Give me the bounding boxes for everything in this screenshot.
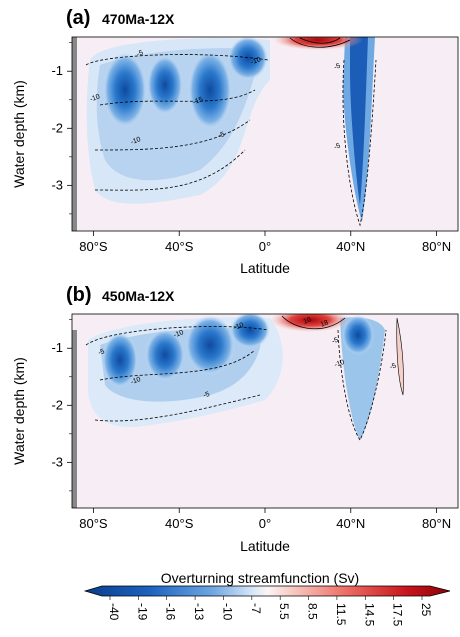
contour-label: -5 [331, 337, 339, 346]
panel-b: (b) 450Ma-12X -5-10-10-10-510 18-5-10 -5 8… [11, 284, 459, 554]
panel-a-ylabel: Water depth (km) [11, 80, 27, 188]
panel-a-label: (a) [66, 7, 90, 29]
colorbar-tick-label: -10 [220, 603, 234, 621]
panel-b-label: (b) [66, 284, 92, 306]
panel-a-positive-cell [273, 37, 363, 50]
x-tick-label: 40°N [336, 516, 365, 531]
x-tick-label: 0° [259, 516, 271, 531]
contour-label: -5 [136, 49, 144, 58]
x-tick-label: 40°S [165, 239, 194, 254]
x-tick-label: 80°N [422, 239, 451, 254]
colorbar-tick-label: 11.5 [334, 603, 348, 626]
colorbar: Overturning streamfunction (Sv) -40 -19 -1… [83, 570, 451, 627]
contour-label: -5 [389, 362, 397, 371]
panel-b-contours [85, 326, 269, 422]
x-tick-label: 40°S [165, 516, 194, 531]
panel-b-core-eq [230, 314, 270, 348]
colorbar-tick-label: -16 [164, 603, 178, 621]
panel-b-field: -5-10-10-10-510 18-5-10 -5 [85, 314, 404, 441]
contour-label: -5 [217, 131, 225, 140]
panel-b-land-mask [72, 330, 77, 508]
x-tick-label: 80°S [79, 516, 108, 531]
panel-b-core-mid [185, 315, 235, 375]
x-tick-label: 0° [259, 239, 271, 254]
contour-label: -10 [250, 56, 262, 66]
contour-label: -5 [333, 142, 341, 151]
colorbar-bar [83, 585, 451, 597]
y-tick-label: -2 [51, 120, 63, 135]
panel-b-positive-contour [281, 315, 346, 330]
y-tick-label: -3 [51, 177, 63, 192]
colorbar-tick-label: 17.5 [391, 603, 405, 627]
panel-a-core-mid [188, 50, 232, 130]
panel-a-north-core [350, 37, 368, 205]
panel-a: (a) 470Ma-12X -5 -10 -10 -5 -10 -15 -5 -5 80°S 4… [11, 7, 459, 276]
contour-label: -10 [130, 136, 142, 146]
panel-b-title: 450Ma-12X [102, 288, 175, 304]
colorbar-tick-label: -40 [107, 603, 121, 621]
y-tick-label: -1 [51, 340, 63, 355]
y-tick-label: -3 [51, 454, 63, 469]
contour-label: -10 [334, 359, 346, 369]
contour-label: 18 [320, 319, 330, 328]
panel-b-north-core [342, 315, 374, 355]
contour-label: -15 [192, 96, 204, 106]
panel-a-core-south [103, 52, 147, 128]
panel-a-core-sub [147, 55, 183, 115]
colorbar-tick-label: -7 [249, 603, 263, 614]
colorbar-tick-label: 25 [419, 603, 433, 617]
colorbar-tick-label: -13 [192, 603, 206, 621]
panel-a-land-mask [72, 37, 77, 231]
panel-b-core-sub [145, 329, 185, 381]
contour-label: -10 [233, 322, 245, 332]
x-tick-label: 80°S [79, 239, 108, 254]
contour-label: -10 [173, 329, 185, 339]
panel-a-core-eq [228, 37, 268, 80]
panel-a-contours [85, 54, 269, 191]
panel-a-north-contour [342, 59, 377, 227]
panel-b-core-south [102, 332, 138, 388]
contour-label: -10 [89, 93, 101, 103]
contour-label: -10 [130, 376, 142, 386]
panel-a-positive-contour [289, 37, 351, 48]
panel-b-polar-cell [396, 317, 404, 396]
colorbar-tick-label: -19 [135, 603, 149, 621]
panel-b-xlabel: Latitude [240, 538, 290, 554]
panel-a-xlabel: Latitude [240, 260, 290, 276]
x-tick-label: 40°N [336, 239, 365, 254]
contour-label: -5 [333, 63, 341, 72]
y-tick-label: -2 [51, 397, 63, 412]
contour-label: -5 [97, 348, 105, 357]
panel-b-positive-cell [270, 314, 350, 332]
contour-label: -5 [202, 391, 210, 400]
colorbar-label: Overturning streamfunction (Sv) [161, 570, 359, 586]
x-tick-label: 80°N [422, 516, 451, 531]
colorbar-tick-label: 5.5 [277, 603, 291, 620]
y-tick-label: -1 [51, 63, 63, 78]
panel-b-ylabel: Water depth (km) [11, 357, 27, 465]
panel-a-title: 470Ma-12X [102, 11, 175, 27]
contour-label: 10 [303, 316, 313, 325]
colorbar-tick-label: 8.5 [306, 603, 320, 620]
panel-a-field: -5 -10 -10 -5 -10 -15 -5 -5 [85, 37, 377, 227]
colorbar-tick-label: 14.5 [362, 603, 376, 627]
